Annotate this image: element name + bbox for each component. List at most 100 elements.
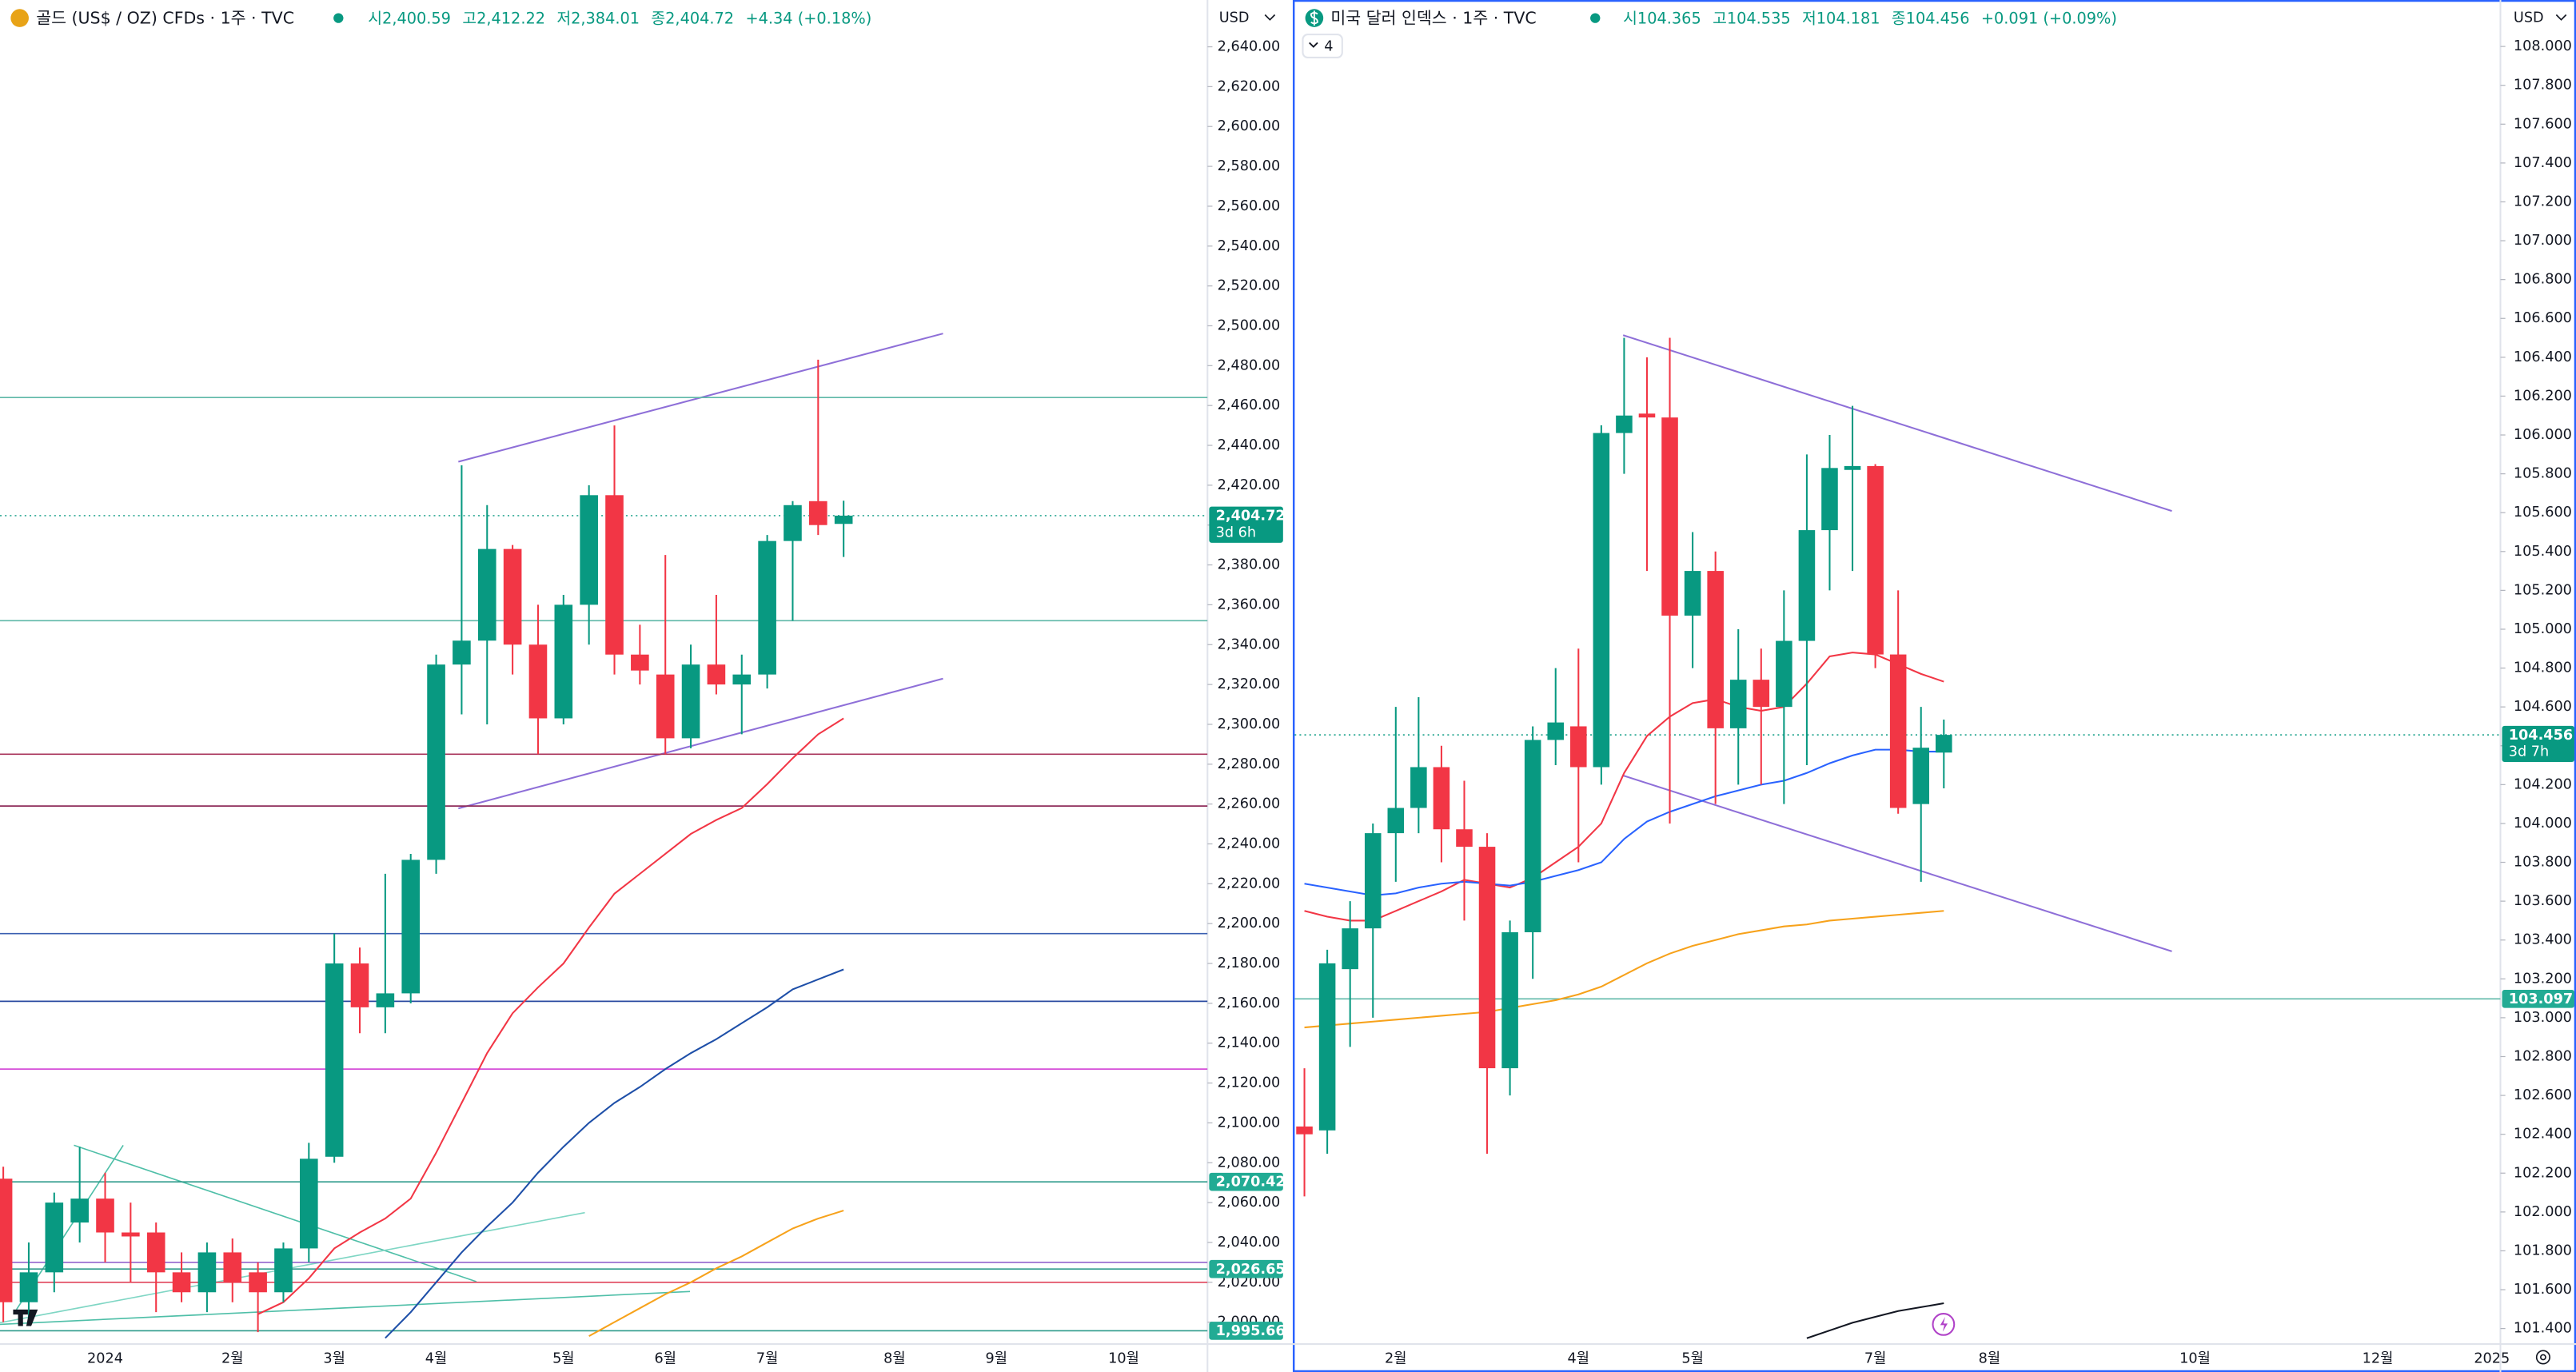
y-tick-label: 2,540.00: [1218, 238, 1281, 254]
legend-value: 저104.181: [1802, 9, 1880, 27]
y-tick-label: 2,040.00: [1218, 1234, 1281, 1250]
candle-body: [1684, 571, 1701, 616]
currency-label[interactable]: USD: [1219, 10, 1250, 26]
y-tick-label: 2,160.00: [1218, 995, 1281, 1011]
price-tag-label: 103.097: [2509, 991, 2573, 1007]
candle-body: [1524, 740, 1541, 932]
currency-label[interactable]: USD: [2514, 10, 2544, 26]
candle-body: [1478, 847, 1496, 1069]
settings-icon-center: [2539, 1354, 2546, 1361]
dropdown-icon[interactable]: [2555, 14, 2567, 21]
x-tick-label: 3월: [323, 1350, 345, 1367]
x-tick-label: 5월: [552, 1350, 574, 1367]
trend-line: [74, 1144, 477, 1282]
indicator-count[interactable]: 4: [1324, 39, 1333, 55]
dropdown-icon[interactable]: [1264, 14, 1276, 21]
candle-body: [376, 993, 395, 1007]
candle-body: [1342, 928, 1358, 970]
price-tag: [2502, 725, 2574, 763]
legend-value: +4.34 (+0.18%): [745, 9, 871, 27]
candle-body: [96, 1199, 114, 1233]
candle-body: [172, 1272, 191, 1293]
ohlc-legend: 시2,400.59 고2,412.22 저2,384.01 종2,404.72 …: [368, 9, 871, 27]
x-tick-label: 10월: [2179, 1350, 2211, 1367]
candle-body: [631, 654, 649, 671]
y-tick-label: 2,060.00: [1218, 1195, 1281, 1210]
y-tick-label: 107.800: [2514, 78, 2572, 94]
candle-body: [197, 1252, 217, 1293]
y-tick-label: 2,580.00: [1218, 158, 1281, 174]
y-tick-label: 102.400: [2514, 1127, 2572, 1143]
candle-body: [1433, 767, 1450, 830]
candle-body: [605, 495, 624, 655]
y-tick-label: 107.400: [2514, 155, 2572, 171]
y-tick-label: 2,220.00: [1218, 875, 1281, 891]
price-tag-countdown: 3d 6h: [1216, 525, 1256, 541]
y-tick-label: 107.600: [2514, 116, 2572, 132]
moving-average-line: [1304, 748, 1944, 896]
candle-body: [1753, 680, 1770, 708]
y-tick-label: 104.800: [2514, 660, 2572, 676]
ohlc-legend: 시104.365 고104.535 저104.181 종104.456 +0.0…: [1623, 9, 2117, 27]
candle-body: [784, 505, 802, 541]
tradingview-logo[interactable]: [13, 1309, 38, 1326]
settings-icon[interactable]: [2535, 1350, 2550, 1365]
y-tick-label: 103.400: [2514, 932, 2572, 948]
price-tag-label: 2,070.42: [1216, 1175, 1286, 1191]
candle-body: [146, 1232, 165, 1273]
y-tick-label: 101.400: [2514, 1321, 2572, 1337]
y-tick-label: 105.200: [2514, 582, 2572, 598]
legend-value: 시2,400.59: [368, 9, 451, 27]
candle-body: [350, 963, 369, 1007]
y-tick-label: 2,240.00: [1218, 836, 1281, 852]
price-tag: [1209, 1322, 1283, 1340]
y-tick-label: 101.600: [2514, 1282, 2572, 1298]
y-tick-label: 2,500.00: [1218, 317, 1281, 333]
candle-body: [1889, 654, 1907, 808]
x-tick-label: 2025: [2474, 1351, 2510, 1367]
y-tick-label: 2,260.00: [1218, 796, 1281, 812]
candle-body: [809, 501, 827, 525]
y-tick-label: 101.800: [2514, 1242, 2572, 1258]
y-tick-label: 103.800: [2514, 855, 2572, 871]
candle-body: [1707, 571, 1724, 728]
chevron-icon: [1309, 42, 1318, 48]
y-tick-label: 2,100.00: [1218, 1115, 1281, 1131]
symbol-icon-glyph: [1310, 10, 1318, 26]
trend-line: [0, 1290, 691, 1326]
candle-body: [45, 1202, 64, 1273]
price-tag: [1209, 506, 1283, 543]
y-tick-label: 2,420.00: [1218, 477, 1281, 493]
y-tick-label: 105.600: [2514, 505, 2572, 520]
y-tick-label: 102.200: [2514, 1165, 2572, 1181]
y-tick-label: 2,080.00: [1218, 1155, 1281, 1171]
candle-body: [1364, 833, 1382, 929]
y-tick-label: 2,180.00: [1218, 955, 1281, 971]
y-tick-label: 106.600: [2514, 310, 2572, 326]
y-tick-label: 2,460.00: [1218, 397, 1281, 413]
trend-line: [1622, 775, 2172, 952]
candle-body: [1387, 808, 1405, 834]
candle-body: [1798, 530, 1816, 641]
y-tick-label: 2,440.00: [1218, 437, 1281, 453]
y-tick-label: 106.000: [2514, 427, 2572, 443]
y-tick-label: 2,300.00: [1218, 716, 1281, 732]
x-tick-label: 8월: [1979, 1350, 2000, 1367]
candle-body: [1318, 963, 1336, 1131]
candle-body: [1867, 465, 1884, 655]
indicators-toggle[interactable]: [1302, 34, 1343, 58]
candle-body: [707, 664, 726, 685]
status-dot: [333, 13, 344, 23]
legend-value: 시104.365: [1623, 9, 1701, 27]
y-tick-label: 2,200.00: [1218, 915, 1281, 931]
y-tick-label: 2,280.00: [1218, 756, 1281, 772]
y-tick-label: 106.400: [2514, 349, 2572, 365]
candle-body: [1936, 735, 1952, 753]
x-tick-label: 12월: [2363, 1350, 2394, 1367]
trend-line: [458, 677, 943, 810]
candle-body: [1547, 722, 1565, 740]
y-tick-label: 2,560.00: [1218, 198, 1281, 214]
candle-body: [1821, 468, 1838, 531]
candle-body: [528, 644, 548, 719]
